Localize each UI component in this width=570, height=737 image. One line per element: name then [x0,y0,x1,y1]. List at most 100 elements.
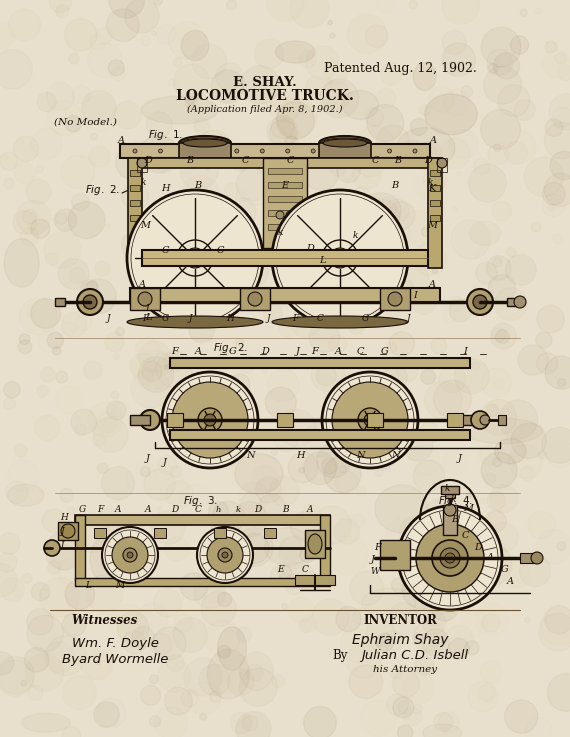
Text: G: G [361,313,369,323]
Circle shape [304,706,336,737]
Circle shape [392,578,406,593]
Circle shape [410,119,428,136]
Circle shape [272,674,285,688]
Circle shape [17,200,51,235]
Circle shape [189,317,215,343]
Circle shape [324,455,361,493]
Circle shape [480,415,490,425]
Circle shape [149,716,161,727]
Circle shape [290,0,329,28]
Circle shape [54,209,76,231]
Text: J: J [146,453,150,463]
Circle shape [168,228,199,259]
Circle shape [365,25,388,47]
Circle shape [218,646,230,658]
Circle shape [547,674,570,711]
Circle shape [97,463,108,473]
Text: N: N [246,450,254,459]
Text: G: G [501,565,509,575]
Ellipse shape [207,649,250,699]
Circle shape [247,665,263,681]
Text: K: K [429,184,435,192]
Circle shape [209,501,228,521]
Circle shape [358,408,382,432]
Circle shape [507,248,516,256]
Text: J: J [458,453,462,463]
Circle shape [398,506,502,610]
Circle shape [22,573,32,583]
Ellipse shape [275,41,315,63]
Circle shape [329,335,347,353]
Circle shape [274,202,307,236]
Text: H: H [226,313,234,323]
Circle shape [27,615,63,652]
Circle shape [230,150,250,171]
Circle shape [413,460,445,492]
Circle shape [286,211,294,219]
Circle shape [393,697,414,718]
Circle shape [488,542,498,551]
Circle shape [116,146,149,180]
Circle shape [377,399,386,409]
Circle shape [122,183,149,210]
Circle shape [181,573,208,600]
Circle shape [481,110,520,150]
Circle shape [367,105,404,142]
Circle shape [133,149,137,153]
Circle shape [449,298,472,322]
Circle shape [0,660,34,696]
Circle shape [416,524,484,592]
Circle shape [248,292,262,306]
Circle shape [127,190,263,326]
Circle shape [432,268,437,273]
Text: A: A [487,553,494,562]
Circle shape [445,553,455,563]
Circle shape [365,108,384,126]
Circle shape [18,340,32,354]
Circle shape [317,444,351,478]
Circle shape [431,338,447,354]
Bar [130,288,440,302]
Text: H: H [161,184,169,192]
Circle shape [434,550,467,583]
Circle shape [56,371,68,383]
Text: B: B [186,156,194,164]
Circle shape [388,292,402,306]
Circle shape [424,516,448,540]
Bar [428,158,442,268]
Bar [179,143,231,158]
Ellipse shape [272,316,408,328]
Text: C: C [371,156,378,164]
Text: his Attorney: his Attorney [373,666,437,674]
Bar [268,224,302,230]
Circle shape [376,633,394,651]
Ellipse shape [7,484,44,506]
Text: D: D [424,156,432,164]
Circle shape [107,401,126,420]
Circle shape [332,382,408,458]
Text: D: D [474,542,482,551]
Circle shape [349,665,382,699]
Circle shape [494,53,520,79]
Circle shape [504,700,538,733]
Circle shape [139,357,174,392]
Bar [120,144,430,158]
Text: F: F [312,346,319,355]
Bar [268,210,302,216]
Text: C: C [161,245,169,254]
Circle shape [52,346,61,355]
Text: M: M [115,581,125,590]
Text: D: D [306,243,314,253]
Circle shape [272,190,408,326]
Circle shape [520,10,527,16]
Text: $\it{Fig.\ 2.}$: $\it{Fig.\ 2.}$ [213,341,247,355]
Circle shape [205,164,211,170]
Text: $\it{Fig.\ 2.}$: $\it{Fig.\ 2.}$ [85,183,120,197]
Ellipse shape [308,534,322,554]
Bar [430,215,440,221]
Text: Ephraim Shay: Ephraim Shay [352,633,448,647]
Ellipse shape [413,63,436,91]
Circle shape [421,227,431,237]
Circle shape [414,621,445,652]
Bar [320,515,330,580]
